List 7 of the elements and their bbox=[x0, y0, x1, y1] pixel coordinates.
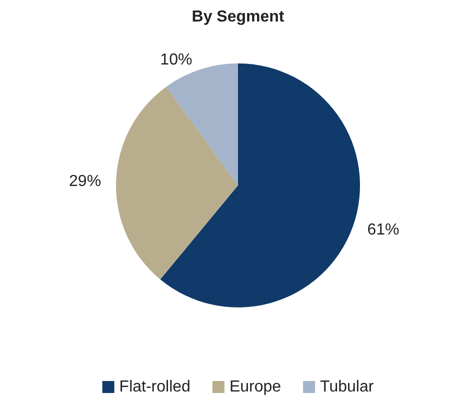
chart-title: By Segment bbox=[192, 8, 285, 26]
data-label: 61% bbox=[367, 222, 400, 239]
data-label: 10% bbox=[160, 51, 192, 68]
legend-label: Tubular bbox=[320, 378, 374, 396]
legend-label: Flat-rolled bbox=[119, 378, 190, 396]
data-label: 29% bbox=[69, 172, 102, 190]
legend-label: Europe bbox=[229, 378, 282, 396]
